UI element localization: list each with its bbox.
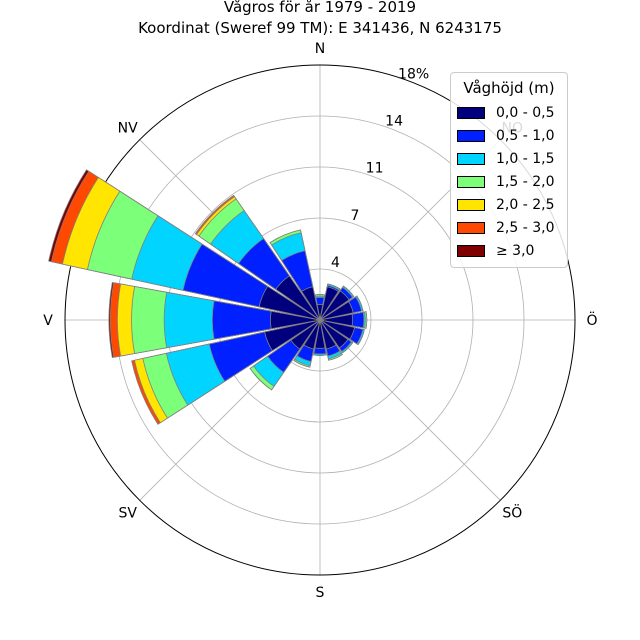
rose-bar-s12-b1 (212, 300, 321, 340)
grid-spoke (319, 319, 501, 501)
direction-label-0: N (315, 41, 325, 57)
radial-tick-label-1: 7 (351, 208, 360, 224)
legend-label-5: 2,5 - 3,0 (496, 220, 555, 236)
rose-bar-s10-b0 (290, 319, 321, 350)
direction-label-6: V (43, 313, 53, 329)
radial-tick-label-2: 11 (366, 161, 384, 177)
radial-tick-label-3: 14 (385, 114, 403, 130)
rose-bars (48, 169, 368, 425)
rose-bar-s7-b0 (319, 319, 337, 350)
polar-frame (64, 64, 576, 576)
rose-bar-s4-b0 (319, 313, 353, 327)
legend-label-3: 1,5 - 2,0 (496, 174, 555, 190)
direction-label-7: NV (118, 121, 138, 137)
rose-bar-s6-b0 (319, 319, 349, 349)
legend-swatch-1 (457, 130, 485, 142)
chart-subtitle: Koordinat (Sweref 99 TM): E 341436, N 62… (138, 19, 502, 37)
legend-label-0: 0,0 - 0,5 (496, 105, 555, 121)
direction-label-3: SÖ (502, 503, 522, 521)
legend-item-1: 0,5 - 1,0 (457, 128, 554, 144)
rose-bar-s3-b0 (319, 301, 354, 321)
chart-title: Vågros för år 1979 - 2019 (223, 0, 417, 16)
rose-bar-s13-b0 (258, 285, 321, 321)
rose-bar-s5-b0 (319, 319, 356, 340)
legend-item-2: 1,0 - 1,5 (457, 151, 554, 167)
rose-bar-s11-b0 (264, 319, 321, 352)
rose-bar-s0-b0 (316, 304, 324, 321)
radial-tick-label-0: 4 (331, 255, 340, 271)
legend-item-3: 1,5 - 2,0 (457, 174, 554, 190)
legend: Våghöjd (m) 0,0 - 0,5 0,5 - 1,0 1,0 - 1,… (450, 72, 568, 268)
legend-swatch-6 (457, 245, 485, 257)
rose-bar-s9-b0 (303, 319, 321, 350)
legend-label-1: 0,5 - 1,0 (496, 128, 555, 144)
legend-title: Våghöjd (m) (463, 79, 555, 97)
rose-bar-s8-b0 (314, 319, 326, 349)
legend-swatch-2 (457, 153, 485, 165)
legend-label-2: 1,0 - 1,5 (496, 151, 555, 167)
legend-item-5: 2,5 - 3,0 (457, 220, 554, 236)
legend-item-0: 0,0 - 0,5 (457, 105, 554, 121)
rose-bar-s2-b0 (319, 290, 350, 321)
direction-label-2: Ö (586, 311, 597, 329)
rose-bar-s14-b0 (275, 275, 321, 321)
rose-bar-s1-b0 (319, 286, 339, 321)
rose-bar-s12-b0 (270, 310, 321, 330)
legend-label-4: 2,0 - 2,5 (496, 197, 555, 213)
direction-label-5: SV (118, 505, 137, 521)
direction-label-4: S (316, 585, 325, 601)
rose-bar-s15-b0 (301, 286, 321, 321)
legend-swatch-0 (457, 107, 485, 119)
legend-item-6: ≥ 3,0 (457, 243, 534, 259)
radial-tick-label-4: 18% (398, 66, 429, 82)
legend-label-6: ≥ 3,0 (496, 243, 535, 259)
legend-swatch-4 (457, 199, 485, 211)
legend-item-4: 2,0 - 2,5 (457, 197, 554, 213)
legend-swatch-5 (457, 222, 485, 234)
legend-swatch-3 (457, 176, 485, 188)
